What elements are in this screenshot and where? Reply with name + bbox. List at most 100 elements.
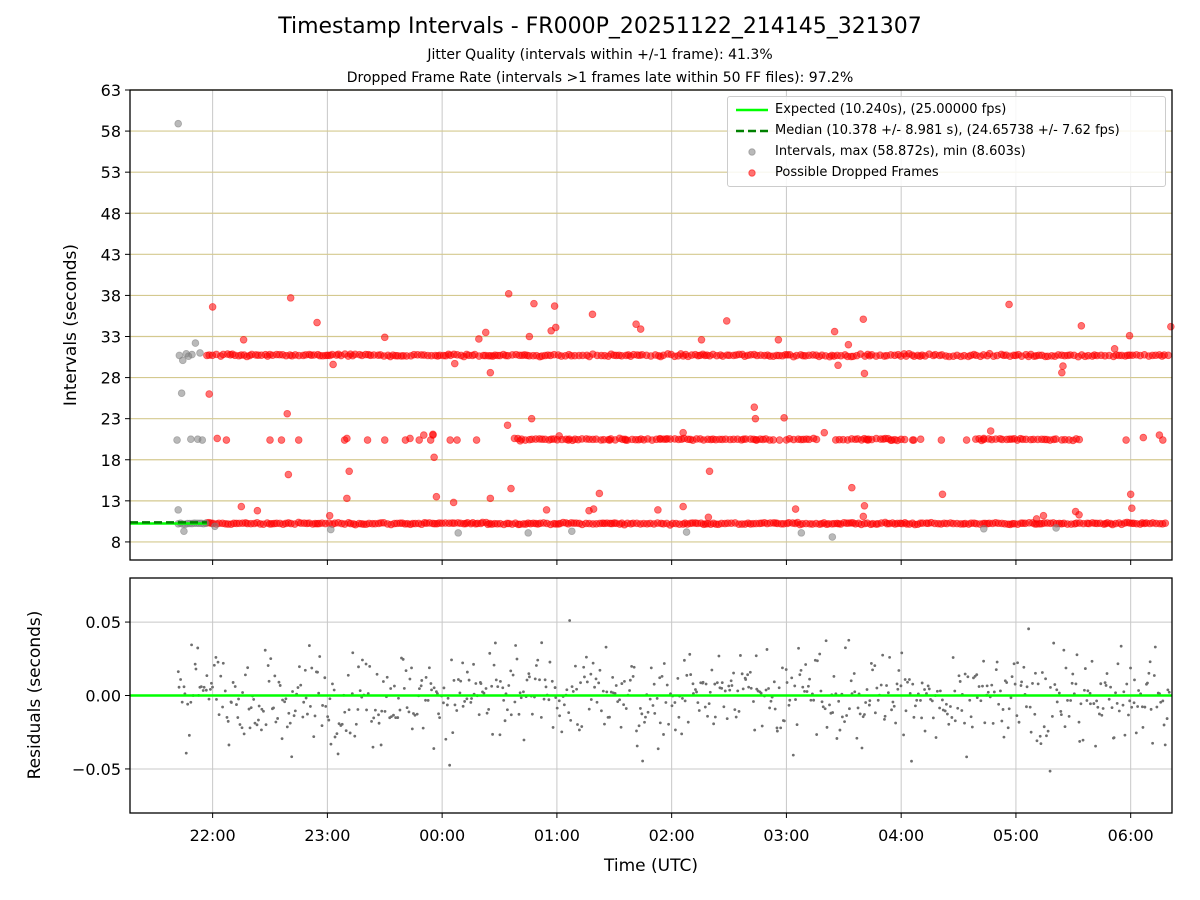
residual-point [1013, 682, 1017, 686]
residual-point [897, 669, 901, 672]
dropped-frame-point [449, 498, 458, 507]
residual-point [853, 690, 857, 694]
residual-point [899, 684, 903, 688]
residual-point [744, 678, 748, 681]
residual-point [1059, 710, 1063, 713]
residual-point [797, 646, 800, 650]
dropped-frame-point [1139, 433, 1148, 442]
top-y-tick-label: 53 [101, 163, 121, 182]
top-y-tick-label: 48 [101, 204, 121, 223]
residual-point [665, 683, 669, 687]
residual-point [943, 709, 947, 713]
residual-point [453, 703, 457, 707]
residual-point [488, 651, 492, 655]
residual-point [458, 691, 462, 695]
residual-point [207, 697, 211, 701]
residual-point [408, 677, 412, 681]
dropped-frame-point [1161, 519, 1170, 527]
residual-point [444, 737, 448, 741]
x-tick-label: 22:00 [190, 826, 236, 845]
residual-point [357, 665, 360, 669]
residual-point [426, 698, 430, 702]
residual-point [1114, 691, 1117, 695]
dropped-frame-point [266, 436, 274, 444]
residual-point [260, 707, 264, 711]
residual-point [963, 672, 967, 676]
dropped-frame-point [1032, 515, 1041, 523]
residual-point [951, 656, 955, 659]
residual-point [1092, 702, 1096, 705]
residual-point [704, 682, 708, 686]
residual-point [580, 725, 584, 728]
residual-point [393, 684, 396, 688]
dropped-frame-point [222, 436, 231, 444]
residual-point [593, 685, 596, 689]
residual-point [1119, 644, 1123, 648]
residual-point [809, 698, 813, 702]
residual-point [262, 709, 265, 713]
residual-point [1112, 736, 1116, 740]
residual-point [503, 719, 507, 723]
residual-point [244, 673, 247, 677]
residual-point [201, 689, 205, 692]
residual-point [567, 711, 571, 715]
residual-point [843, 720, 846, 724]
residual-point [543, 678, 547, 682]
residual-point [1162, 723, 1166, 727]
residual-point [177, 685, 181, 689]
residual-point [1123, 733, 1127, 737]
residual-point [221, 705, 224, 709]
residual-point [653, 711, 657, 715]
residual-point [779, 726, 783, 730]
residual-point [930, 699, 934, 703]
residual-point [517, 712, 521, 716]
residual-point [624, 707, 628, 710]
residual-point [346, 673, 350, 677]
residual-point [803, 689, 806, 693]
residual-point [660, 674, 664, 678]
residual-point [1046, 729, 1050, 733]
residual-point [1001, 708, 1005, 711]
residual-point [340, 722, 344, 726]
residual-point [535, 664, 538, 667]
residual-point [1148, 660, 1152, 664]
residual-point [805, 690, 809, 693]
residual-point [405, 706, 409, 710]
residual-point [1070, 681, 1074, 685]
residual-point [860, 746, 864, 750]
residual-point [389, 715, 393, 719]
residual-point [263, 648, 267, 652]
residual-point [237, 697, 240, 701]
residual-point [182, 685, 186, 689]
residual-point [548, 660, 552, 664]
residual-point [821, 705, 825, 709]
residual-point [639, 707, 642, 710]
residual-point [248, 726, 252, 730]
residual-point [894, 721, 898, 725]
residual-point [238, 723, 242, 726]
residual-point [896, 687, 900, 691]
residual-point [879, 683, 883, 687]
residual-point [643, 720, 646, 724]
dropped-frame-point [551, 323, 560, 332]
residual-point [429, 682, 433, 685]
residual-point [267, 679, 271, 683]
residual-point [377, 713, 380, 717]
residual-point [212, 663, 216, 667]
residual-point [791, 753, 795, 757]
interval-point [524, 529, 533, 537]
dropped-frame-point [313, 318, 321, 327]
residual-point [1130, 705, 1134, 709]
residual-point [646, 710, 650, 714]
dropped-frame-point [329, 360, 337, 369]
legend-label-expected: Expected (10.240s), (25.00000 fps) [775, 102, 1007, 117]
residual-point [906, 680, 909, 684]
residual-point [418, 687, 421, 691]
residual-point [1053, 683, 1057, 686]
residual-point [205, 674, 209, 677]
residual-point [1083, 667, 1087, 670]
residual-point [260, 728, 263, 732]
residual-point [1137, 689, 1140, 692]
residual-point [785, 681, 789, 684]
dropped-frame-point [283, 409, 292, 418]
